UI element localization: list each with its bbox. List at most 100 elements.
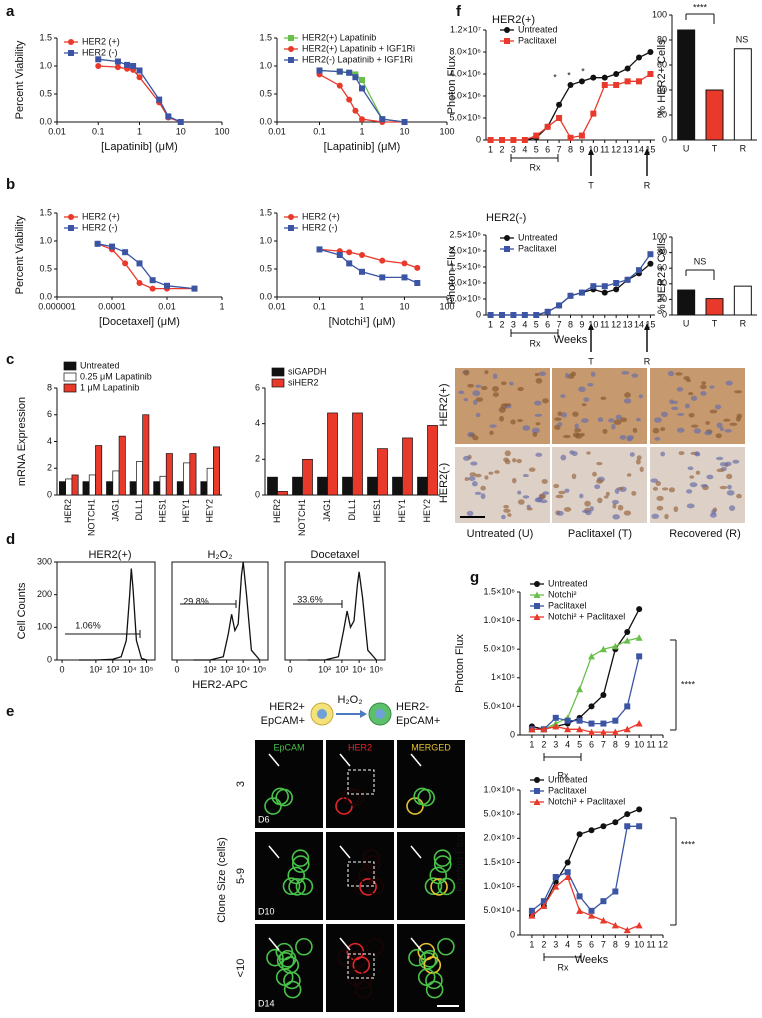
nucleus: [510, 419, 516, 425]
legend-swatch: [271, 367, 285, 377]
nucleus: [475, 397, 484, 402]
nucleus: [504, 459, 511, 465]
bar: [733, 285, 752, 316]
marker: [346, 260, 353, 267]
y-axis-label: Photon Flux: [454, 634, 466, 693]
y-tick-label: 2.0×10⁶: [450, 245, 482, 255]
marker: [612, 717, 619, 724]
marker: [564, 869, 571, 876]
marker: [623, 637, 631, 644]
marker: [567, 292, 574, 299]
legend-label: HER2 (-): [82, 222, 118, 232]
cell: [425, 980, 444, 999]
marker: [576, 831, 583, 838]
marker: [165, 113, 172, 120]
marker: [498, 312, 505, 318]
chart-title: HER2(-): [486, 212, 526, 224]
x-axis-label: HER2-APC: [192, 679, 248, 691]
marker: [359, 268, 365, 275]
x-tick-label: 3: [511, 144, 516, 154]
nucleus: [686, 489, 693, 494]
nucleus: [611, 423, 616, 430]
x-axis-label: Weeks: [554, 334, 588, 346]
nucleus: [556, 510, 564, 516]
marker: [624, 276, 631, 283]
bar: [142, 414, 150, 496]
nucleus: [715, 456, 724, 461]
x-tick-label: 13: [623, 144, 633, 154]
nucleus: [677, 412, 685, 416]
marker: [498, 137, 505, 143]
marker: [552, 883, 560, 890]
marker: [414, 264, 421, 271]
nucleus: [480, 485, 486, 491]
cell: [437, 877, 456, 896]
x-tick-label: 12: [658, 939, 668, 949]
legend-swatch: [271, 378, 285, 388]
cell: [362, 849, 381, 867]
bar: [129, 481, 137, 496]
series-line: [490, 51, 651, 141]
nucleus: [501, 514, 506, 520]
x-tick-label: 10²: [318, 664, 331, 674]
nucleus: [660, 451, 666, 457]
marker: [588, 728, 595, 736]
channel-label: MERGED: [411, 742, 451, 752]
legend-label: Paclitaxel: [548, 600, 587, 610]
marker: [124, 61, 131, 68]
marker: [552, 874, 559, 880]
panel-letter: a: [6, 3, 15, 20]
nucleus: [623, 510, 632, 516]
nucleus: [541, 478, 548, 484]
nucleus: [471, 481, 478, 487]
nucleus: [466, 510, 474, 516]
marker: [94, 240, 101, 247]
annotation: *: [553, 72, 557, 82]
chart-title: HER2(+): [492, 14, 535, 26]
legend-marker: [504, 27, 510, 33]
y-tick-label: 1.0×10⁶: [484, 615, 516, 625]
x-tick-label: T: [712, 318, 718, 328]
x-tick-label: 10²: [89, 664, 102, 674]
highlight-box: [347, 861, 375, 887]
x-tick-label: 2: [499, 319, 504, 329]
x-tick-label: 8: [568, 319, 573, 329]
y-tick-label: 5.0×10⁵: [483, 809, 515, 819]
y-tick-label: 0.5: [39, 263, 52, 273]
marker: [336, 82, 343, 89]
y-tick-label: 200: [37, 589, 52, 599]
nucleus: [729, 422, 738, 426]
marker: [533, 312, 540, 318]
nucleus: [723, 418, 731, 422]
nucleus: [458, 390, 465, 395]
marker: [122, 260, 129, 267]
nucleus: [535, 378, 543, 384]
x-tick-label: 0.1: [313, 126, 326, 136]
nucleus: [480, 493, 486, 500]
bar: [71, 474, 79, 496]
marker: [136, 74, 143, 81]
x-tick-label: 9: [579, 144, 584, 154]
x-tick-label: HEY1: [181, 499, 191, 523]
cell: [359, 878, 377, 896]
cell: [417, 968, 436, 987]
cell: [430, 878, 448, 896]
nucleus: [578, 386, 586, 393]
histology-image: [650, 447, 745, 523]
x-tick-label: 0: [174, 664, 179, 674]
x-tick-label: 1: [137, 126, 142, 136]
x-tick-label: U: [683, 143, 690, 153]
nucleus: [564, 372, 569, 379]
x-tick-label: 12: [658, 739, 668, 749]
marker: [647, 251, 654, 258]
nucleus: [620, 417, 628, 423]
y-axis-label: Photon Flux: [446, 55, 458, 114]
cell: [417, 788, 435, 807]
nucleus: [528, 467, 536, 472]
x-tick-label: 5: [577, 939, 582, 949]
nucleus: [557, 422, 563, 427]
diagram-label: HER2-: [396, 701, 429, 713]
nucleus: [639, 466, 644, 473]
nucleus: [727, 484, 732, 490]
marker: [611, 921, 619, 929]
